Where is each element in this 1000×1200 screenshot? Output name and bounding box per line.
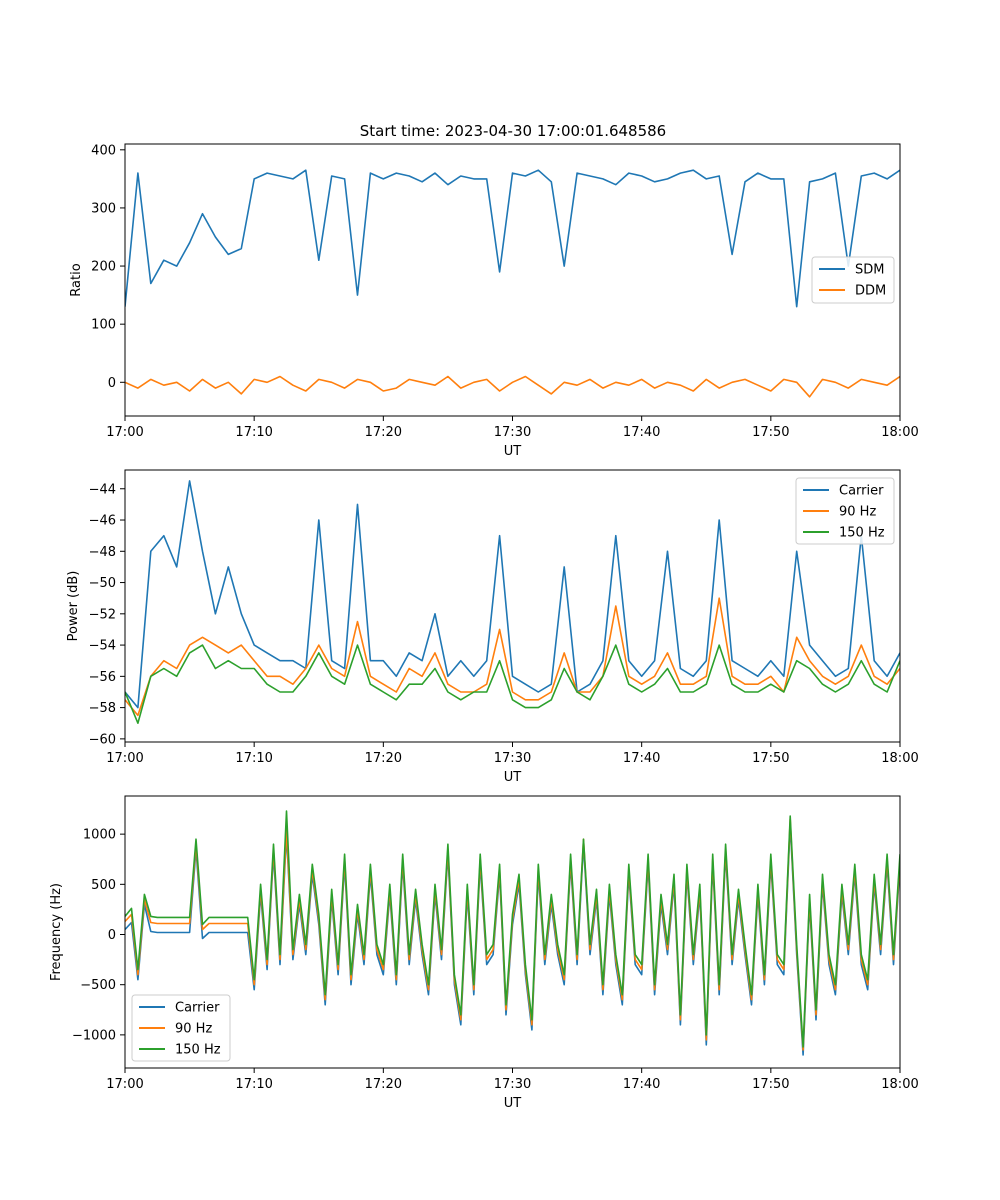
x-tick-label: 17:10 <box>235 425 272 440</box>
series-line-150-hz <box>125 644 900 725</box>
x-tick-label: 17:20 <box>365 425 402 440</box>
x-tick-label: 17:50 <box>752 425 789 440</box>
x-tick-label: 17:10 <box>235 1077 272 1092</box>
x-tick-label: 17:20 <box>365 751 402 766</box>
legend: SDM DDM <box>811 256 895 304</box>
y-axis-label: Ratio <box>69 263 84 296</box>
y-tick-label: 0 <box>108 928 116 943</box>
y-tick-label: 200 <box>91 260 116 275</box>
series-line-90-hz <box>125 597 900 717</box>
legend-entry: 150 Hz <box>839 526 885 541</box>
x-tick-label: 17:40 <box>623 1077 660 1092</box>
x-tick-label: 17:20 <box>365 1077 402 1092</box>
subplot-power: 17:00 17:10 17:20 17:30 17:40 17:50 18:00 −60 −5… <box>66 469 919 785</box>
x-tick-label: 17:30 <box>494 425 531 440</box>
series-line-150-hz <box>125 810 900 1048</box>
x-tick-label: 17:30 <box>494 751 531 766</box>
axes-frame <box>124 469 901 743</box>
y-tick-label: −58 <box>89 701 116 716</box>
series-lines <box>125 810 900 1056</box>
y-tick-label: −52 <box>89 607 116 622</box>
x-tick-label: 17:40 <box>623 751 660 766</box>
x-tick-label: 17:00 <box>106 425 143 440</box>
y-tick-label: 1000 <box>83 828 116 843</box>
legend-entry: 90 Hz <box>175 1022 212 1037</box>
y-tick-label: 0 <box>108 376 116 391</box>
legend-frame <box>131 994 231 1062</box>
legend-entry: Carrier <box>839 484 884 499</box>
subplot-frequency: 17:00 17:10 17:20 17:30 17:40 17:50 18:00 −1000… <box>49 795 919 1111</box>
series-line-sdm <box>125 169 900 308</box>
figure-title: Start time: 2023-04-30 17:00:01.648586 <box>360 122 666 140</box>
series-lines <box>125 169 900 398</box>
x-tick-label: 17:10 <box>235 751 272 766</box>
series-line-carrier <box>125 480 900 709</box>
y-tick-label: −60 <box>89 732 116 747</box>
x-tick-label: 18:00 <box>881 425 918 440</box>
legend-entry: SDM <box>855 263 884 278</box>
legend-frame <box>795 477 895 545</box>
y-tick-label: −56 <box>89 670 116 685</box>
y-tick-label: −1000 <box>72 1028 116 1043</box>
y-tick-label: −50 <box>89 576 116 591</box>
series-line-carrier <box>125 823 900 1056</box>
y-tick-label: −44 <box>89 482 116 497</box>
y-tick-label: −500 <box>80 978 116 993</box>
x-tick-label: 17:40 <box>623 425 660 440</box>
legend-entry: 150 Hz <box>175 1043 221 1058</box>
y-tick-label: 400 <box>91 143 116 158</box>
y-tick-label: 300 <box>91 201 116 216</box>
x-axis-label: UT <box>504 1096 522 1111</box>
series-lines <box>125 480 900 725</box>
legend-entry: Carrier <box>175 1001 220 1016</box>
legend-entry: DDM <box>855 284 886 299</box>
x-axis-label: UT <box>504 770 522 785</box>
x-axis-label: UT <box>504 444 522 459</box>
y-axis-label: Frequency (Hz) <box>49 883 64 981</box>
y-tick-label: −46 <box>89 514 116 529</box>
x-tick-label: 17:30 <box>494 1077 531 1092</box>
x-tick-label: 17:50 <box>752 1077 789 1092</box>
x-tick-label: 17:00 <box>106 751 143 766</box>
y-tick-label: 500 <box>91 878 116 893</box>
legend: Carrier 90 Hz 150 Hz <box>131 994 231 1062</box>
x-tick-label: 17:00 <box>106 1077 143 1092</box>
y-axis-label: Power (dB) <box>66 571 81 642</box>
x-tick-label: 18:00 <box>881 751 918 766</box>
y-tick-label: −48 <box>89 545 116 560</box>
subplot-ratio: 17:00 17:10 17:20 17:30 17:40 17:50 18:00 0 100 2… <box>69 143 919 459</box>
x-tick-label: 18:00 <box>881 1077 918 1092</box>
legend-entry: 90 Hz <box>839 505 876 520</box>
y-tick-label: 100 <box>91 318 116 333</box>
x-tick-label: 17:50 <box>752 751 789 766</box>
series-line-ddm <box>125 375 900 398</box>
legend: Carrier 90 Hz 150 Hz <box>795 477 895 545</box>
y-tick-label: −54 <box>89 639 116 654</box>
